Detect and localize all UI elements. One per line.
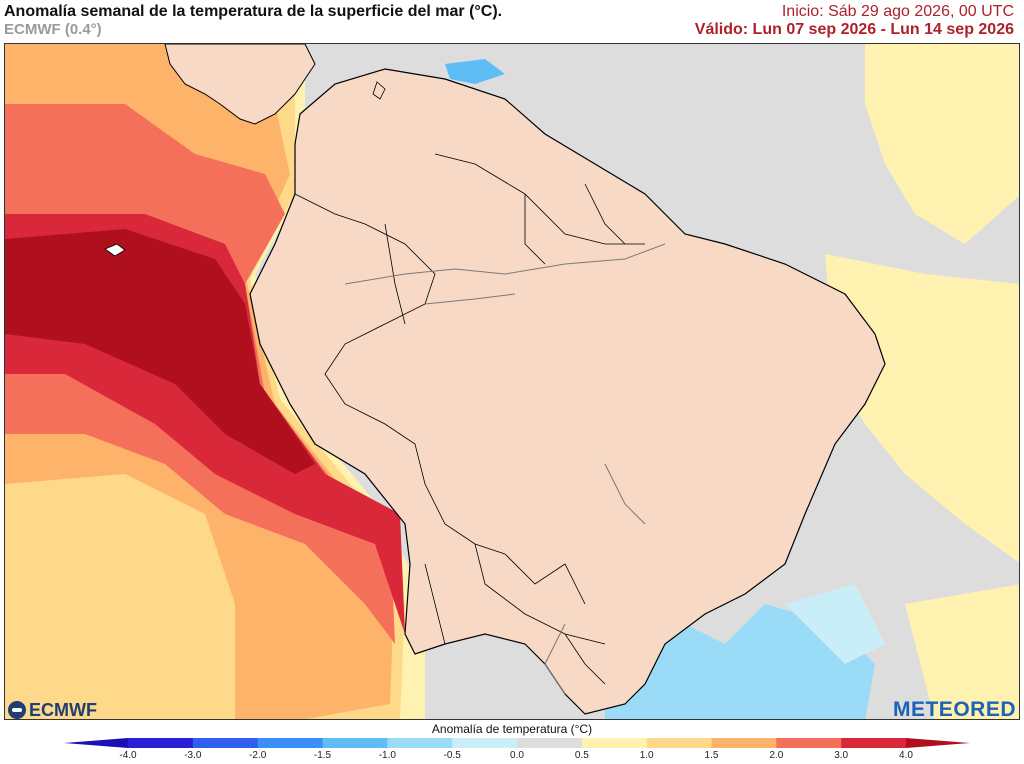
colorbar-tick-label: -1.0 xyxy=(378,750,396,761)
colorbar-tick-label: 1.0 xyxy=(639,750,654,761)
country-borders xyxy=(294,153,645,685)
anomaly-pacific-4p0 xyxy=(5,229,315,474)
model-label: ECMWF (0.4°) xyxy=(4,21,102,38)
colorbar-segment xyxy=(711,738,777,748)
legend-title: Anomalía de temperatura (°C) xyxy=(431,722,593,736)
colorbar-segment xyxy=(192,738,259,748)
ecmwf-logo[interactable]: ECMWF xyxy=(8,700,97,721)
anomaly-atlantic-0p5-north xyxy=(865,44,1019,244)
init-time: Inicio: Sáb 29 ago 2026, 00 UTC xyxy=(781,3,1014,20)
colorbar-segment xyxy=(776,738,842,748)
header: Anomalía semanal de la temperatura de la… xyxy=(0,0,1024,44)
colorbar-tick-label: 0.0 xyxy=(510,750,524,761)
meteored-logo[interactable]: METEORED xyxy=(892,698,1016,721)
ecmwf-logo-icon xyxy=(8,701,26,719)
anomaly-atlantic-0p5-south xyxy=(905,584,1019,719)
colorbar-high-arrow xyxy=(906,738,970,748)
colorbar-segment xyxy=(387,738,453,748)
colorbar-tick-label: -4.0 xyxy=(119,750,137,761)
colorbar-tick-label: 1.5 xyxy=(704,750,719,761)
colorbar-tick-label: 4.0 xyxy=(899,750,913,761)
map-title: Anomalía semanal de la temperatura de la… xyxy=(4,3,503,20)
map-canvas xyxy=(5,44,1019,719)
colorbar-segment xyxy=(581,738,648,748)
colorbar-segment xyxy=(257,738,323,748)
colorbar-ticks: -4.0 -3.0 -2.0 -1.5 -1.0 -0.5 0.0 0.5 1.0 1.5 2.0 3… xyxy=(0,750,1024,764)
colorbar-tick-label: -2.0 xyxy=(249,750,267,761)
ecmwf-logo-text: ECMWF xyxy=(29,700,97,720)
rivers xyxy=(344,243,666,695)
colorbar-tick-label: 0.5 xyxy=(574,750,589,761)
land-galapagos xyxy=(104,243,126,257)
colorbar-tick-label: 2.0 xyxy=(769,750,784,761)
colorbar-segment xyxy=(646,738,712,748)
colorbar-tick-label: -0.5 xyxy=(443,750,461,761)
anomaly-south-atlantic-neg2 xyxy=(785,584,885,664)
anomaly-caribbean-neg xyxy=(445,59,505,84)
colorbar-segment xyxy=(128,738,194,748)
colorbar-segment xyxy=(517,738,583,748)
colorbar-tick-label: -1.5 xyxy=(313,750,332,761)
colorbar xyxy=(64,738,970,748)
colorbar-segment xyxy=(841,738,907,748)
colorbar-segment xyxy=(452,738,518,748)
colorbar-low-arrow xyxy=(64,738,128,748)
sst-anomaly-map[interactable] xyxy=(4,43,1020,720)
land-central-america xyxy=(164,44,316,125)
colorbar-tick-label: 3.0 xyxy=(834,750,849,761)
colorbar-tick-label: -3.0 xyxy=(184,750,202,761)
land-florida-cuba xyxy=(372,81,386,100)
valid-period: Válido: Lun 07 sep 2026 - Lun 14 sep 202… xyxy=(694,21,1014,38)
colorbar-segment xyxy=(322,738,388,748)
land-south-america xyxy=(249,68,886,715)
